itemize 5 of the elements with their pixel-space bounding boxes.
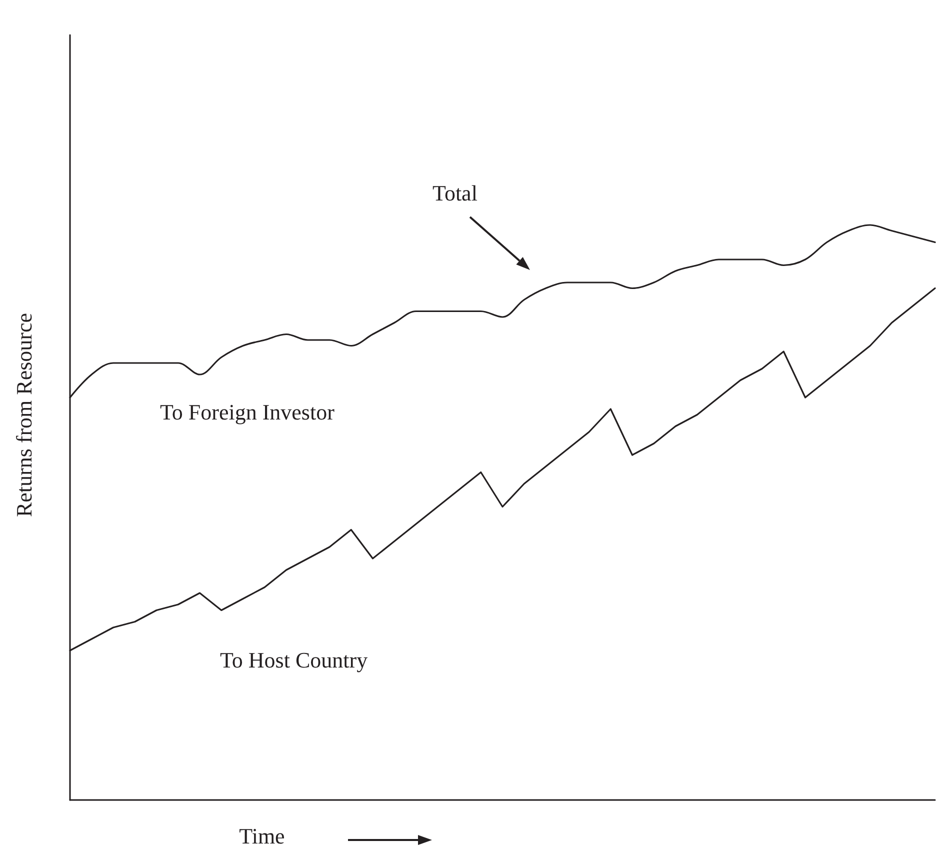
x-axis-title: Time: [239, 824, 285, 848]
annotation: To Foreign Investor: [160, 400, 336, 424]
text: Total: [432, 180, 478, 206]
annotation: To Host Country: [220, 648, 368, 672]
y-axis-title: Returns from Resource: [12, 312, 36, 518]
